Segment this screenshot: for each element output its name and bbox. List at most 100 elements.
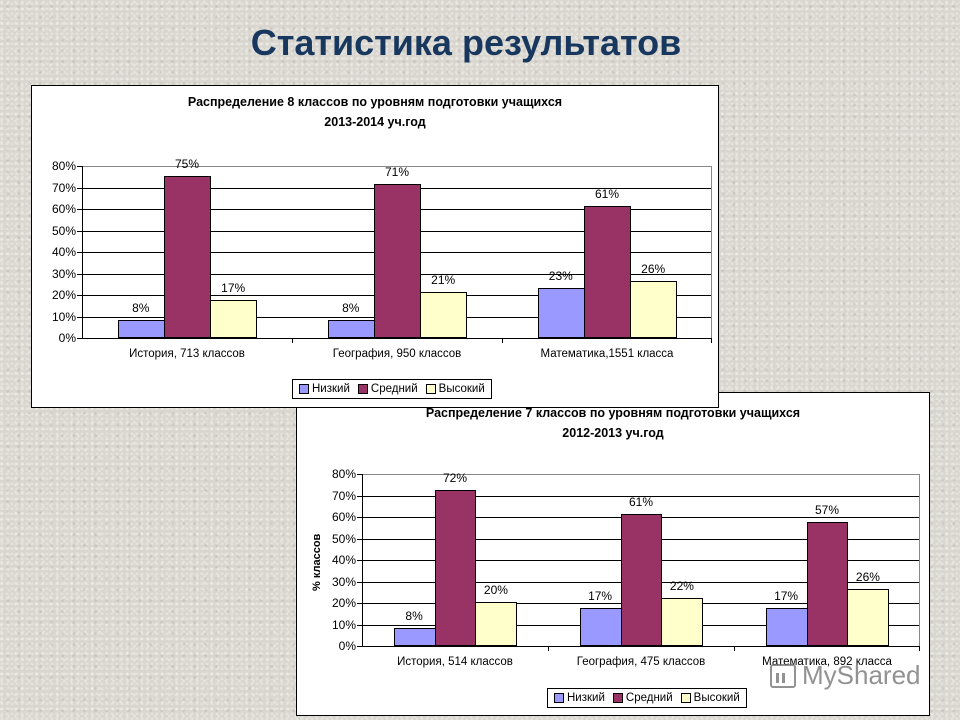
y-tick-label: 80% <box>51 159 76 173</box>
y-tick <box>77 209 82 210</box>
y-tick <box>357 495 362 497</box>
category-label: География, 475 классов <box>576 656 706 668</box>
y-tick <box>357 624 362 626</box>
legend-label: Низкий <box>567 692 605 704</box>
bar-low <box>765 608 808 646</box>
y-tick <box>77 187 82 189</box>
y-tick-label: 50% <box>331 531 356 546</box>
y-tick-label: 30% <box>331 574 356 589</box>
category-label: История, 713 классов <box>129 348 245 360</box>
data-label: 17% <box>221 281 246 296</box>
bar-low <box>117 319 165 338</box>
data-label: 72% <box>442 471 468 486</box>
bar-high <box>475 602 518 646</box>
data-label: 22% <box>669 578 694 593</box>
bar-medium <box>373 184 422 338</box>
legend-label: Высокий <box>693 692 740 704</box>
legend-swatch-icon <box>680 693 691 703</box>
legend-label: Высокий <box>438 383 485 395</box>
chart-title: Распределение 7 классов по уровням подго… <box>425 406 801 420</box>
watermark-text: MyShared <box>802 660 921 690</box>
data-label: 26% <box>641 262 666 277</box>
y-tick <box>77 316 82 318</box>
x-tick <box>711 338 712 343</box>
data-label: 61% <box>628 494 654 509</box>
legend-item: Средний <box>357 383 418 395</box>
y-axis <box>82 166 83 338</box>
x-tick <box>292 338 293 343</box>
y-tick <box>77 295 82 296</box>
y-tick-label: 70% <box>51 180 76 195</box>
watermark: MyShared <box>770 660 921 691</box>
legend-swatch-icon <box>357 384 368 394</box>
y-tick-label: 0% <box>338 639 356 653</box>
y-tick-label: 30% <box>51 266 76 281</box>
page-title: Статистика результатов <box>250 22 682 63</box>
chart-legend: Низкий Средний Высокий <box>547 688 747 708</box>
data-label: 20% <box>483 583 508 597</box>
category-label: История, 514 классов <box>397 656 513 668</box>
data-label: 57% <box>814 503 840 518</box>
y-tick <box>77 338 82 339</box>
legend-swatch-icon <box>554 693 564 703</box>
y-tick-label: 10% <box>331 617 356 632</box>
y-tick <box>357 517 362 518</box>
chart-subtitle: 2012-2013 уч.год <box>562 426 664 440</box>
chart-2013-2014: Распределение 8 классов по уровням подго… <box>31 85 719 408</box>
legend-item: Низкий <box>554 692 605 704</box>
bar-medium <box>583 205 632 338</box>
plot-border <box>919 474 920 646</box>
chart-legend: Низкий Средний Высокий <box>292 379 492 399</box>
plot-area: 0% 10% 20% 30% 40% 50% 60% 70% 80% 8% 75% 17% 8% 71% 2… <box>52 157 712 345</box>
bar-low <box>579 608 622 646</box>
x-tick <box>919 646 920 651</box>
x-tick <box>502 338 503 343</box>
data-label: 61% <box>594 186 620 201</box>
y-tick <box>77 166 82 167</box>
bar-medium <box>806 522 849 646</box>
bar-medium <box>620 513 663 646</box>
data-label: 8% <box>405 608 423 623</box>
data-label: 26% <box>855 570 880 585</box>
y-tick-label: 20% <box>51 288 76 302</box>
gridline <box>82 338 712 339</box>
y-tick-label: 70% <box>331 488 356 503</box>
data-label: 17% <box>588 589 613 604</box>
data-label: 75% <box>174 156 200 171</box>
bar-high <box>630 281 678 338</box>
bar-low <box>393 627 436 646</box>
data-label: 23% <box>548 268 573 283</box>
y-tick-label: 20% <box>331 596 356 610</box>
y-tick <box>357 646 362 647</box>
y-tick <box>357 474 362 475</box>
gridline <box>362 474 920 475</box>
gridline <box>82 166 712 167</box>
bar-low <box>327 319 375 338</box>
bar-high <box>661 597 704 646</box>
legend-swatch-icon <box>425 384 436 394</box>
data-label: 21% <box>431 272 456 287</box>
legend-item: Средний <box>612 692 673 704</box>
y-tick <box>357 538 362 540</box>
gridline <box>362 495 920 497</box>
legend-item: Низкий <box>299 383 350 395</box>
category-label: География, 950 классов <box>332 348 462 360</box>
chart-subtitle: 2013-2014 уч.год <box>324 115 426 129</box>
presentation-icon <box>770 663 796 688</box>
chart-2012-2013: Распределение 7 классов по уровням подго… <box>296 392 930 716</box>
data-label: 8% <box>342 300 360 315</box>
legend-label: Средний <box>625 692 673 704</box>
y-tick <box>357 603 362 604</box>
bar-high <box>847 589 890 646</box>
x-tick <box>548 646 549 651</box>
plot-area: 0% 10% 20% 30% 40% 50% 60% 70% 80% 8% 72% 20% 17% 61%… <box>332 467 920 653</box>
legend-label: Низкий <box>312 383 350 395</box>
y-tick <box>77 230 82 232</box>
legend-swatch-icon <box>299 384 309 394</box>
bar-high <box>420 291 468 338</box>
legend-item: Высокий <box>680 692 740 704</box>
y-tick <box>77 273 82 275</box>
bar-low <box>537 287 585 338</box>
bar-medium <box>163 175 212 338</box>
gridline <box>362 646 920 647</box>
